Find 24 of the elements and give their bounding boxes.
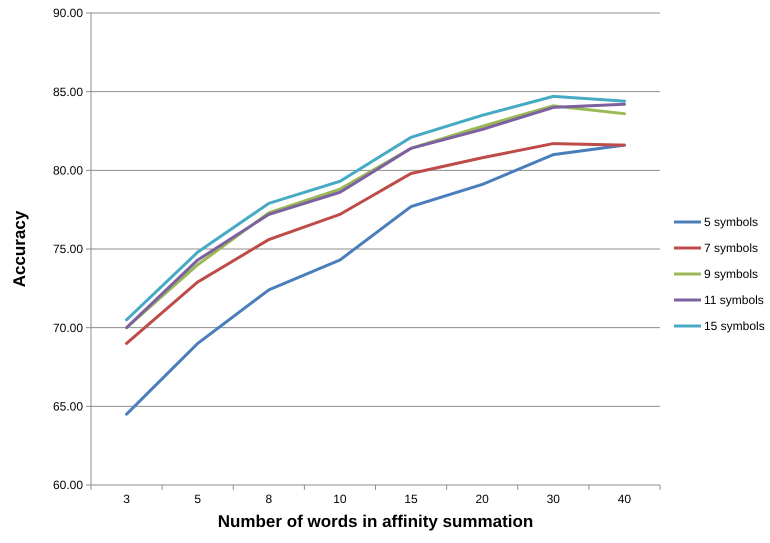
y-tick-label: 85.00 — [52, 84, 84, 99]
y-axis-title: Accuracy — [10, 210, 29, 288]
legend-label: 9 symbols — [704, 267, 758, 282]
y-tick-label: 80.00 — [52, 164, 84, 178]
legend-label: 15 symbols — [704, 319, 765, 334]
y-tick-label: 90.00 — [52, 6, 84, 20]
x-tick-label: 20 — [476, 492, 490, 506]
x-tick-label: 3 — [123, 492, 130, 506]
y-tick-label: 75.00 — [52, 242, 84, 256]
legend-label: 5 symbols — [704, 215, 758, 230]
x-tick-label: 5 — [194, 492, 202, 506]
y-tick-label: 60.00 — [52, 478, 84, 492]
x-tick-label: 30 — [546, 492, 560, 506]
line-series — [125, 142, 626, 345]
x-tick-label: 10 — [333, 492, 347, 506]
legend-label: 11 symbols — [704, 293, 764, 308]
legend-label: 7 symbols — [704, 241, 758, 256]
x-tick-label: 8 — [265, 492, 272, 506]
line-series — [125, 144, 626, 416]
y-tick-label: 65.00 — [52, 400, 84, 414]
x-tick-label: 15 — [404, 492, 418, 506]
y-tick-label: 70.00 — [52, 320, 84, 335]
x-tick-label: 40 — [618, 492, 632, 506]
x-axis-title: Number of words in affinity summation — [218, 512, 534, 531]
